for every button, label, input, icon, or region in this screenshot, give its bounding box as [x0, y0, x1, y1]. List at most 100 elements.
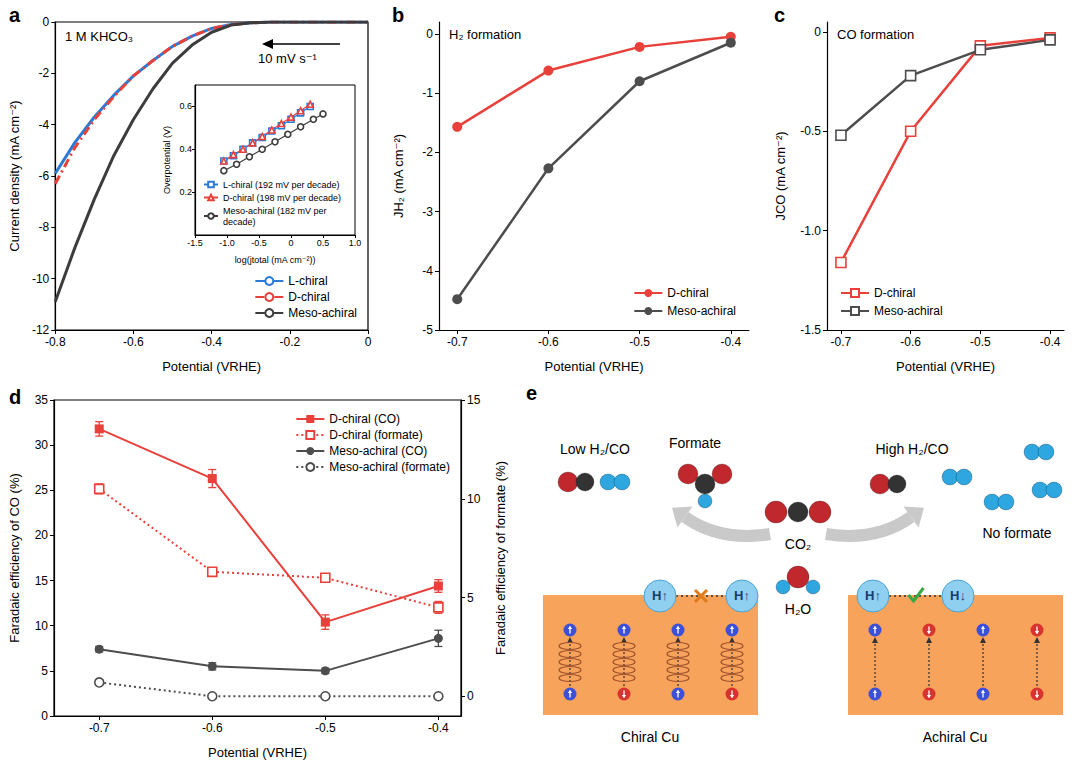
- svg-text:-1.5: -1.5: [800, 323, 821, 337]
- svg-text:JH₂ (mA cm⁻²): JH₂ (mA cm⁻²): [391, 134, 406, 218]
- svg-text:1.0: 1.0: [349, 238, 362, 248]
- svg-text:-3: -3: [422, 205, 433, 219]
- svg-text:-8: -8: [39, 220, 50, 234]
- svg-text:-1: -1: [422, 86, 433, 100]
- svg-text:Meso-achiral: Meso-achiral: [667, 304, 736, 318]
- svg-text:H₂ formation: H₂ formation: [449, 27, 521, 42]
- svg-text:-5: -5: [422, 323, 433, 337]
- svg-text:c: c: [774, 4, 785, 26]
- svg-text:Meso-achiral: Meso-achiral: [874, 304, 943, 318]
- svg-text:-2: -2: [39, 66, 50, 80]
- svg-text:Formate: Formate: [669, 435, 721, 451]
- svg-text:decade): decade): [223, 217, 256, 227]
- svg-text:-0.5: -0.5: [315, 721, 336, 735]
- svg-text:JCO (mA cm⁻²): JCO (mA cm⁻²): [773, 131, 788, 220]
- svg-text:No formate: No formate: [982, 525, 1051, 541]
- svg-text:0: 0: [43, 15, 50, 29]
- svg-text:-6: -6: [39, 169, 50, 183]
- svg-text:0: 0: [288, 238, 293, 248]
- svg-text:-0.6: -0.6: [538, 335, 559, 349]
- svg-text:Low H₂/CO: Low H₂/CO: [560, 441, 630, 457]
- svg-text:-0.8: -0.8: [45, 335, 66, 349]
- svg-text:Faradaic efficiency of CO (%): Faradaic efficiency of CO (%): [7, 473, 22, 643]
- svg-text:d: d: [9, 386, 21, 408]
- svg-text:-0.4: -0.4: [1040, 335, 1061, 349]
- svg-text:25: 25: [35, 483, 49, 497]
- svg-text:Potential (VRHE): Potential (VRHE): [896, 359, 995, 374]
- svg-text:-0.5: -0.5: [800, 124, 821, 138]
- svg-text:-0.4: -0.4: [720, 335, 741, 349]
- svg-text:High H₂/CO: High H₂/CO: [875, 441, 948, 457]
- svg-text:-1.5: -1.5: [187, 238, 203, 248]
- svg-text:-1.0: -1.0: [800, 224, 821, 238]
- svg-text:Potential (VRHE): Potential (VRHE): [545, 359, 644, 374]
- svg-text:0: 0: [426, 27, 433, 41]
- svg-text:-0.6: -0.6: [202, 721, 223, 735]
- svg-text:0: 0: [41, 709, 48, 723]
- svg-text:D-chiral (198 mV per decade): D-chiral (198 mV per decade): [223, 193, 341, 203]
- svg-text:-0.4: -0.4: [428, 721, 449, 735]
- svg-text:-10: -10: [32, 272, 50, 286]
- svg-text:Meso-achiral (CO): Meso-achiral (CO): [329, 444, 427, 458]
- svg-text:5: 5: [41, 664, 48, 678]
- svg-text:-0.4: -0.4: [201, 335, 222, 349]
- svg-text:0.4: 0.4: [179, 144, 192, 154]
- svg-text:-0.5: -0.5: [251, 238, 267, 248]
- svg-text:D-chiral: D-chiral: [667, 286, 708, 300]
- svg-text:0.5: 0.5: [317, 238, 330, 248]
- svg-text:20: 20: [35, 528, 49, 542]
- svg-text:D-chiral: D-chiral: [288, 290, 329, 304]
- svg-text:-4: -4: [39, 118, 50, 132]
- svg-text:D-chiral (formate): D-chiral (formate): [329, 428, 422, 442]
- svg-text:D-chiral (CO): D-chiral (CO): [329, 412, 400, 426]
- svg-text:H↓: H↓: [950, 588, 966, 603]
- svg-text:10: 10: [467, 492, 481, 506]
- svg-text:15: 15: [467, 393, 481, 407]
- svg-text:-0.2: -0.2: [279, 335, 300, 349]
- svg-text:-2: -2: [422, 145, 433, 159]
- svg-text:Meso-achiral (formate): Meso-achiral (formate): [329, 460, 450, 474]
- svg-text:35: 35: [35, 393, 49, 407]
- svg-text:H↑: H↑: [652, 588, 668, 603]
- svg-text:L-chiral: L-chiral: [288, 274, 327, 288]
- svg-text:Meso-achiral: Meso-achiral: [288, 306, 357, 320]
- svg-text:Faradaic efficiency of formate: Faradaic efficiency of formate (%): [493, 461, 508, 655]
- svg-text:30: 30: [35, 438, 49, 452]
- svg-text:10 mV s⁻¹: 10 mV s⁻¹: [258, 51, 318, 66]
- svg-text:Achiral Cu: Achiral Cu: [923, 729, 988, 745]
- svg-text:Meso-achiral (182 mV per: Meso-achiral (182 mV per: [223, 206, 329, 216]
- svg-text:Potential (VRHE): Potential (VRHE): [208, 745, 307, 760]
- svg-text:-0.7: -0.7: [831, 335, 852, 349]
- svg-text:H₂O: H₂O: [785, 601, 812, 617]
- svg-text:Potential (VRHE): Potential (VRHE): [162, 359, 261, 374]
- svg-text:-0.7: -0.7: [89, 721, 110, 735]
- svg-text:a: a: [9, 4, 21, 26]
- svg-text:-0.7: -0.7: [447, 335, 468, 349]
- svg-text:b: b: [392, 4, 404, 26]
- svg-text:10: 10: [35, 619, 49, 633]
- svg-text:0.2: 0.2: [179, 187, 192, 197]
- svg-text:5: 5: [467, 591, 474, 605]
- svg-text:15: 15: [35, 574, 49, 588]
- svg-text:1 M KHCO₃: 1 M KHCO₃: [65, 29, 133, 44]
- svg-text:-0.5: -0.5: [629, 335, 650, 349]
- svg-text:H↑: H↑: [734, 588, 750, 603]
- svg-text:-0.6: -0.6: [900, 335, 921, 349]
- svg-text:L-chiral (192 mV per decade): L-chiral (192 mV per decade): [223, 180, 340, 190]
- svg-text:Chiral Cu: Chiral Cu: [621, 729, 679, 745]
- svg-text:CO formation: CO formation: [837, 27, 914, 42]
- svg-text:0: 0: [814, 25, 821, 39]
- svg-text:-4: -4: [422, 264, 433, 278]
- svg-text:0.6: 0.6: [179, 101, 192, 111]
- svg-text:Current density (mA cm⁻²): Current density (mA cm⁻²): [7, 100, 22, 251]
- svg-text:e: e: [526, 382, 537, 404]
- svg-text:Overpotential (V): Overpotential (V): [162, 126, 172, 194]
- svg-text:-0.6: -0.6: [123, 335, 144, 349]
- svg-text:0: 0: [365, 335, 372, 349]
- svg-text:log(jtotal (mA cm⁻²)): log(jtotal (mA cm⁻²)): [235, 255, 316, 265]
- svg-text:CO₂: CO₂: [785, 536, 811, 552]
- svg-text:0: 0: [467, 689, 474, 703]
- svg-text:D-chiral: D-chiral: [874, 286, 915, 300]
- svg-text:-0.5: -0.5: [970, 335, 991, 349]
- svg-text:H↑: H↑: [865, 588, 881, 603]
